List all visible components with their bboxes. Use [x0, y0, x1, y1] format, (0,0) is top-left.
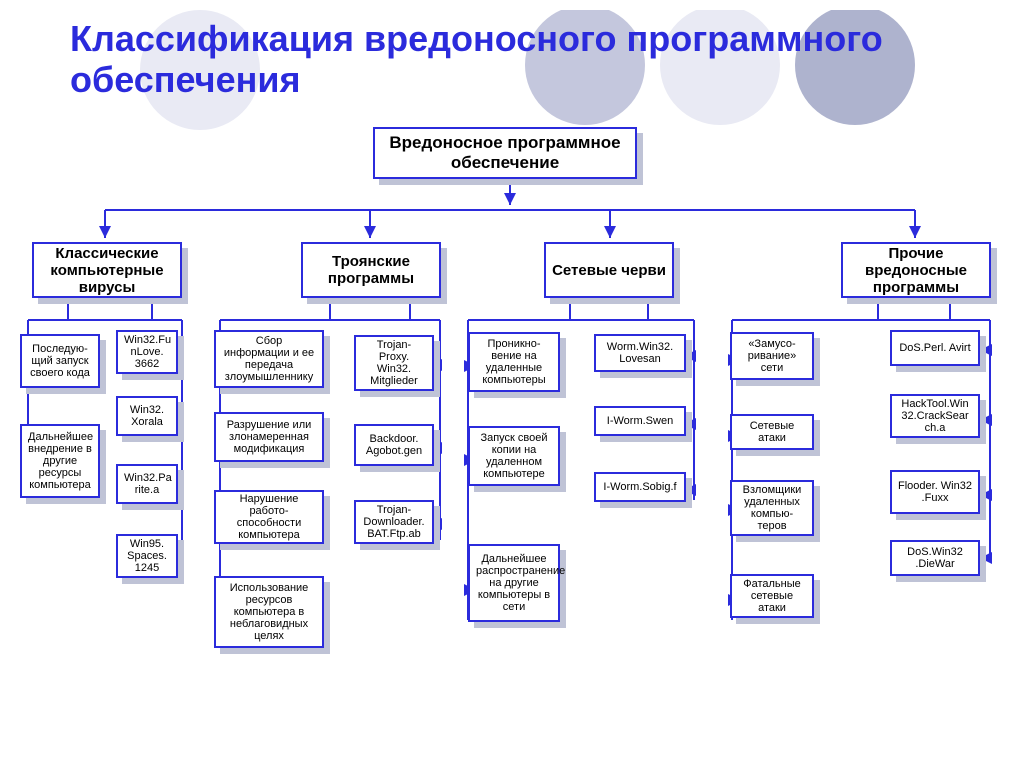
c4b-2: Flooder. Win32 .Fuxx [890, 470, 980, 514]
leaf-label: Дальнейшее внедрение в другие ресурсы ко… [28, 431, 92, 491]
c3b-2: I-Worm.Sobig.f [594, 472, 686, 502]
c4b-3: DoS.Win32 .DieWar [890, 540, 980, 576]
slide-stage: Классификация вредоносного программного … [0, 0, 1024, 767]
c2a-0: Сбор информации и ее передача злоумышлен… [214, 330, 324, 388]
cat-1-label: Классические компьютерные вирусы [40, 245, 174, 296]
slide-title: Классификация вредоносного программного … [70, 18, 1024, 101]
leaf-label: I-Worm.Swen [602, 415, 678, 427]
c1b-2: Win32.Pa rite.a [116, 464, 178, 504]
c4a-1: Сетевые атаки [730, 414, 814, 450]
leaf-label: DoS.Perl. Avirt [898, 342, 972, 354]
leaf-label: Сбор информации и ее передача злоумышлен… [222, 335, 316, 383]
c3a-2: Дальнейшее распространение на другие ком… [468, 544, 560, 622]
leaf-label: Взломщики удаленных компью-теров [738, 484, 806, 532]
leaf-label: Flooder. Win32 .Fuxx [898, 480, 972, 504]
cat-4-label: Прочие вредоносные программы [849, 245, 983, 296]
cat-1: Классические компьютерные вирусы [32, 242, 182, 298]
cat-2: Троянские программы [301, 242, 441, 298]
c1b-1: Win32. Xorala [116, 396, 178, 436]
leaf-label: Trojan-Proxy. Win32. Mitglieder [362, 339, 426, 387]
leaf-label: «Замусо-ривание» сети [738, 338, 806, 374]
c1b-3: Win95. Spaces. 1245 [116, 534, 178, 578]
c1a-1: Дальнейшее внедрение в другие ресурсы ко… [20, 424, 100, 498]
leaf-label: Разрушение или злонамеренная модификация [222, 419, 316, 455]
c4b-0: DoS.Perl. Avirt [890, 330, 980, 366]
leaf-label: Использование ресурсов компьютера в небл… [222, 582, 316, 642]
leaf-label: Worm.Win32. Lovesan [602, 341, 678, 365]
c2a-2: Нарушение работо-способности компьютера [214, 490, 324, 544]
cat-3-label: Сетевые черви [552, 262, 666, 279]
leaf-label: Фатальные сетевые атаки [738, 578, 806, 614]
root-label: Вредоносное программное обеспечение [381, 133, 629, 173]
leaf-label: DoS.Win32 .DieWar [898, 546, 972, 570]
c1a-0: Последую-щий запуск своего кода [20, 334, 100, 388]
cat-4: Прочие вредоносные программы [841, 242, 991, 298]
c3b-0: Worm.Win32. Lovesan [594, 334, 686, 372]
leaf-label: Trojan-Downloader. BAT.Ftp.ab [362, 504, 426, 540]
leaf-label: Win95. Spaces. 1245 [124, 538, 170, 574]
leaf-label: Win32. Xorala [124, 404, 170, 428]
leaf-label: Дальнейшее распространение на другие ком… [476, 553, 552, 613]
leaf-label: Запуск своей копии на удаленном компьюте… [476, 432, 552, 480]
leaf-label: I-Worm.Sobig.f [602, 481, 678, 493]
c3a-1: Запуск своей копии на удаленном компьюте… [468, 426, 560, 486]
c2a-3: Использование ресурсов компьютера в небл… [214, 576, 324, 648]
c2a-1: Разрушение или злонамеренная модификация [214, 412, 324, 462]
cat-3: Сетевые черви [544, 242, 674, 298]
leaf-label: Последую-щий запуск своего кода [28, 343, 92, 379]
c2b-1: Backdoor. Agobot.gen [354, 424, 434, 466]
c1b-0: Win32.Fu nLove. 3662 [116, 330, 178, 374]
c2b-0: Trojan-Proxy. Win32. Mitglieder [354, 335, 434, 391]
c4b-1: HackTool.Win 32.CrackSear ch.a [890, 394, 980, 438]
c3a-0: Проникно-вение на удаленные компьютеры [468, 332, 560, 392]
c3b-1: I-Worm.Swen [594, 406, 686, 436]
c2b-2: Trojan-Downloader. BAT.Ftp.ab [354, 500, 434, 544]
c4a-0: «Замусо-ривание» сети [730, 332, 814, 380]
root-box: Вредоносное программное обеспечение [373, 127, 637, 179]
leaf-label: Сетевые атаки [738, 420, 806, 444]
cat-2-label: Троянские программы [309, 253, 433, 287]
leaf-label: Проникно-вение на удаленные компьютеры [476, 338, 552, 386]
leaf-label: Win32.Pa rite.a [124, 472, 170, 496]
leaf-label: Backdoor. Agobot.gen [362, 433, 426, 457]
c4a-3: Фатальные сетевые атаки [730, 574, 814, 618]
leaf-label: HackTool.Win 32.CrackSear ch.a [898, 398, 972, 434]
leaf-label: Win32.Fu nLove. 3662 [124, 334, 170, 370]
leaf-label: Нарушение работо-способности компьютера [222, 493, 316, 541]
c4a-2: Взломщики удаленных компью-теров [730, 480, 814, 536]
